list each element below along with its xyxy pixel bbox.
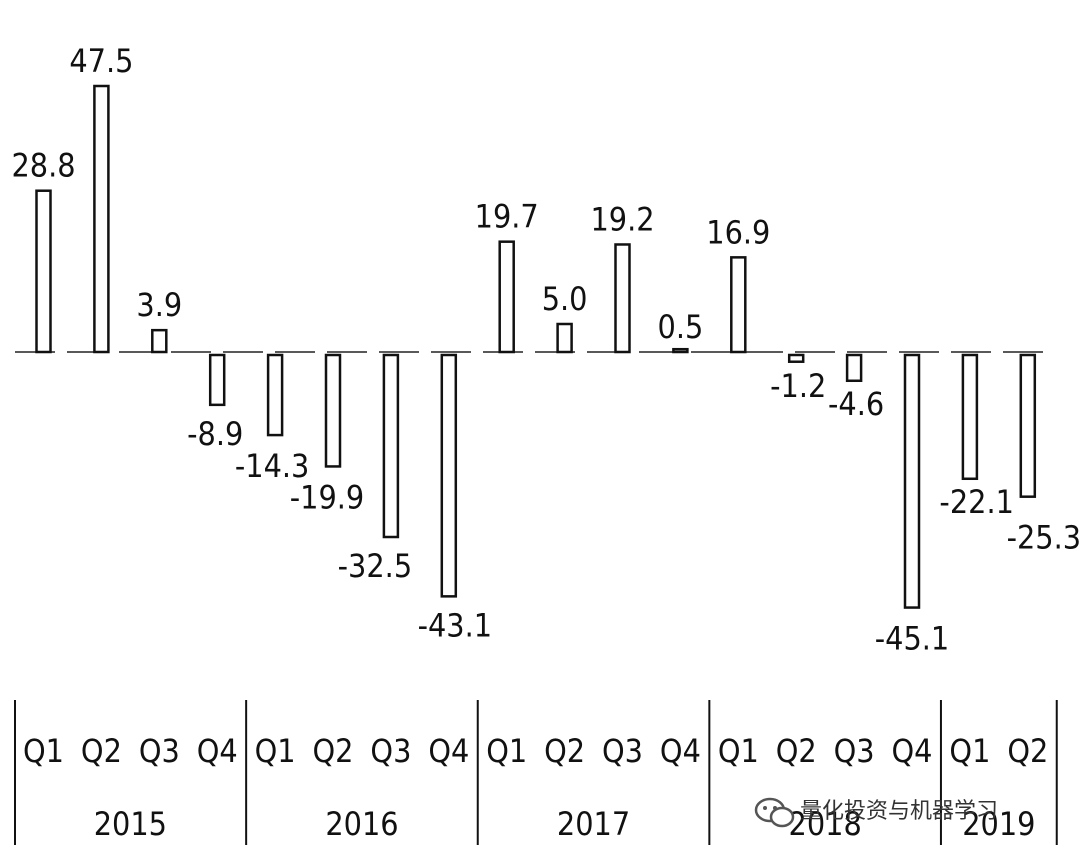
watermark: 量化投资与机器学习	[754, 797, 998, 828]
quarter-tick-label: Q3	[602, 732, 643, 770]
bar	[672, 347, 689, 354]
quarter-tick-label: Q1	[23, 732, 64, 770]
value-label: 19.2	[590, 200, 654, 238]
value-label: 28.8	[11, 147, 75, 185]
value-label: -1.2	[770, 367, 826, 405]
quarter-tick-label: Q2	[313, 732, 354, 770]
bar	[208, 353, 226, 407]
quarter-tick-label: Q1	[718, 732, 759, 770]
quarter-tick-label: Q3	[370, 732, 411, 770]
year-label: 2015	[94, 805, 167, 843]
bar	[324, 353, 342, 468]
bar	[614, 243, 631, 354]
value-label: 3.9	[136, 286, 182, 324]
year-label: 2017	[557, 805, 630, 843]
bar	[787, 353, 805, 363]
quarter-tick-label: Q4	[197, 732, 238, 770]
wechat-icon	[754, 797, 795, 828]
bar	[498, 240, 515, 354]
value-label: 47.5	[69, 42, 133, 80]
quarter-tick-label: Q1	[255, 732, 296, 770]
bar	[151, 328, 168, 354]
bar	[440, 353, 458, 598]
bar	[35, 189, 52, 354]
year-label: 2018	[789, 805, 862, 843]
quarter-tick-label: Q2	[1007, 732, 1048, 770]
watermark-text: 量化投资与机器学习	[800, 799, 998, 824]
value-label: -43.1	[418, 606, 492, 644]
value-label: 16.9	[706, 213, 770, 251]
bar	[845, 353, 863, 383]
bar	[903, 353, 921, 609]
quarter-tick-label: Q4	[428, 732, 469, 770]
bar	[1019, 353, 1037, 498]
value-label: -8.9	[187, 415, 243, 453]
value-label: -45.1	[875, 620, 949, 658]
quarter-tick-label: Q3	[139, 732, 180, 770]
value-label: -32.5	[338, 547, 412, 585]
quarter-tick-label: Q1	[486, 732, 527, 770]
year-label: 2019	[962, 805, 1035, 843]
bars	[35, 84, 1037, 609]
year-label: 2016	[325, 805, 398, 843]
quarter-tick-label: Q4	[660, 732, 701, 770]
value-label: -14.3	[235, 447, 309, 485]
quarter-tick-label: Q2	[776, 732, 817, 770]
value-label: -19.9	[290, 478, 364, 516]
bar	[730, 256, 747, 354]
value-label: -25.3	[1007, 519, 1080, 557]
value-label: 5.0	[542, 280, 588, 318]
value-label: 19.7	[475, 198, 539, 236]
quarter-tick-label: Q2	[544, 732, 585, 770]
value-labels: 28.8 47.5 3.9 -8.9-14.3-19.9 -32.5-43.1 19.7 5…	[11, 42, 1080, 658]
quarter-tick-label: Q1	[949, 732, 990, 770]
value-label: -4.6	[828, 385, 884, 423]
quarter-tick-label: Q3	[834, 732, 875, 770]
bar	[961, 353, 979, 481]
value-label: -22.1	[939, 483, 1013, 521]
bar	[556, 322, 573, 354]
category-axis: 2015 2016 2017 2018 2019 Q1 Q2 Q3 Q4 Q1 Q2 Q3 Q4 Q1 Q2…	[14, 700, 1058, 845]
bar	[382, 353, 400, 539]
bar	[266, 353, 284, 437]
quarter-tick-label: Q4	[892, 732, 933, 770]
value-label: 0.5	[658, 308, 704, 346]
bar	[93, 84, 110, 354]
quarter-tick-label: Q2	[81, 732, 122, 770]
